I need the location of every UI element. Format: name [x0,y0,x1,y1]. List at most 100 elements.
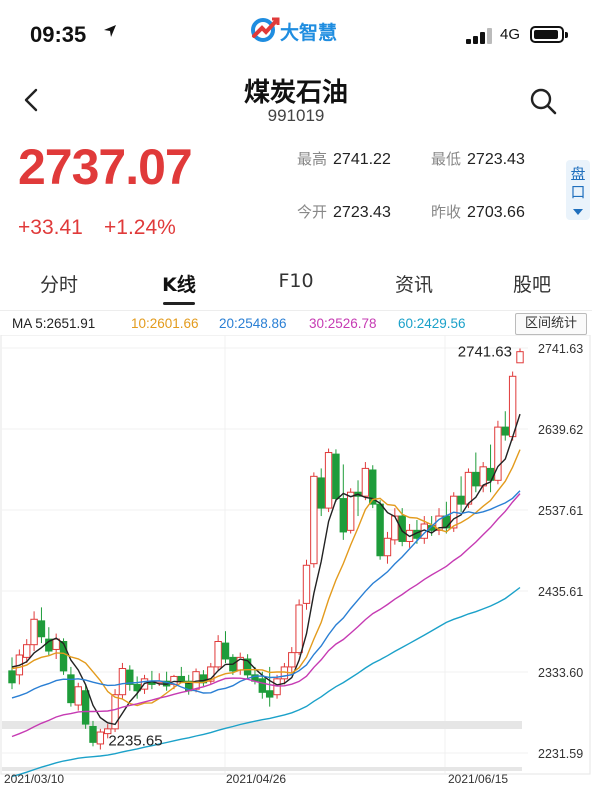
candle-body [37,620,46,638]
ma5-line [11,413,521,726]
last-price: 2737.07 [18,139,193,195]
y-tick-label: 2741.63 [538,342,583,356]
status-bar: 09:35 4G [0,0,592,62]
candle-body [59,641,68,672]
range-stats-button[interactable]: 区间统计 [515,313,587,335]
candle-body [265,690,274,698]
ma-legend: MA 5:2651.91 10:2601.66 20:2548.86 30:25… [0,313,592,335]
price-change: +33.41 [18,216,83,239]
candle-body [332,453,340,500]
candle-body [30,618,38,646]
low-value: 2723.43 [467,151,525,168]
candle-body [177,675,186,682]
candle-body [214,641,222,668]
candle-body [494,426,502,481]
candle-body [45,638,53,652]
candle-body [310,475,318,565]
ma60-line [11,586,521,778]
ma20-value: 20:2548.86 [219,316,287,331]
open-stat: 今开 2723.43 [297,201,391,222]
candle-body [516,351,524,364]
candle-body [398,515,406,542]
brand-mark-icon [251,17,280,42]
ma10-value: 10:2601.66 [131,316,199,331]
caret-down-icon [573,209,583,215]
y-tick-label: 2435.61 [538,585,583,599]
signal-icon [466,28,494,44]
y-tick-label: 2537.61 [538,504,583,518]
candle-body [133,683,141,692]
candle-body [369,469,377,505]
battery-icon [530,26,568,43]
app-logo: 大智慧 [250,12,350,46]
x-tick-label: 2021/03/10 [4,772,64,786]
candle-body [317,477,325,509]
open-value: 2723.43 [333,204,391,221]
x-tick-label: 2021/04/26 [226,772,286,786]
candle-body [273,678,281,696]
candle-body [81,690,90,725]
candle-body [324,452,333,509]
candle-body [346,491,355,531]
search-icon[interactable] [528,86,558,116]
prev-close-value: 2703.66 [467,204,525,221]
tab-kline[interactable]: K线 [162,274,196,296]
candle-body [111,694,119,730]
candle-body [376,503,384,557]
brand-name: 大智慧 [280,22,338,44]
low-label: 最低 [431,150,462,168]
high-label: 最高 [297,150,328,168]
candle-body [52,638,60,650]
location-arrow-icon [104,25,116,37]
tab-intraday[interactable]: 分时 [39,274,78,296]
candle-body [118,668,127,696]
candle-body [221,642,230,660]
candle-body [361,467,370,497]
candle-body [243,658,252,676]
candle-body [442,515,451,529]
pankou-button[interactable]: 盘口 [566,160,590,220]
pankou-label: 盘口 [570,165,586,201]
range-band [2,721,522,729]
y-tick-label: 2231.59 [538,747,583,761]
candle-body [508,375,517,438]
open-label: 今开 [297,203,328,221]
prev-close-stat: 昨收 2703.66 [431,201,525,222]
candle-body [479,466,487,487]
candle-body [89,725,97,743]
candle-body [74,686,82,706]
kline-chart[interactable]: 2741.63 2639.62 2537.61 2435.61 2333.60 2231.… [0,335,592,792]
candle-body [464,471,473,505]
tab-bar: 分时 K线 F10 资讯 股吧 [0,262,592,306]
candle-body [96,731,105,745]
y-tick-label: 2333.60 [538,666,583,680]
candle-body [67,674,75,704]
min-price-label: 2235.65 [108,732,162,749]
ma30-value: 30:2526.78 [309,316,377,331]
candle-body [501,426,509,436]
candle-body [457,495,465,505]
network-type: 4G [500,26,521,43]
divider [0,310,592,311]
tab-news[interactable]: 资讯 [394,274,433,296]
ma60-value: 60:2429.56 [398,316,466,331]
candle-body [295,604,303,654]
prev-close-label: 昨收 [431,203,462,221]
candle-body [23,644,31,658]
x-tick-label: 2021/06/15 [448,772,508,786]
ma5-value: MA 5:2651.91 [12,316,96,331]
candle-body [104,728,112,735]
back-chevron-icon[interactable] [18,86,46,114]
candle-body [126,669,134,685]
page-title: 煤炭石油 [243,78,348,108]
range-band [2,767,522,771]
price-change-percent: +1.24% [104,216,176,239]
candle-body [288,652,296,668]
tab-f10[interactable]: F10 [278,270,314,292]
candle-body [383,537,392,557]
high-stat: 最高 2741.22 [297,148,391,169]
candle-body [472,471,480,487]
max-price-label: 2741.63 [458,344,512,361]
ma20-line [11,490,521,699]
tab-forum[interactable]: 股吧 [512,274,551,296]
